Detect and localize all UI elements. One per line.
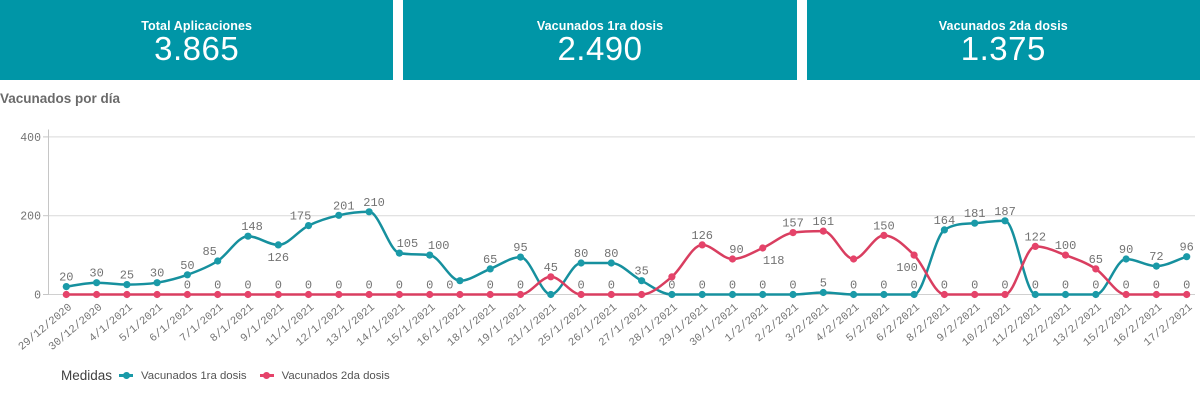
svg-text:20: 20 [59,271,73,285]
svg-text:100: 100 [1055,239,1077,253]
svg-text:150: 150 [873,219,895,233]
svg-text:0: 0 [396,279,403,293]
svg-text:0: 0 [1183,279,1190,293]
svg-text:30: 30 [89,267,103,281]
svg-text:126: 126 [691,229,713,243]
svg-text:0: 0 [446,279,453,293]
svg-text:100: 100 [428,239,450,253]
svg-text:0: 0 [275,279,282,293]
svg-text:0: 0 [608,279,615,293]
svg-text:0: 0 [971,279,978,293]
svg-text:5: 5 [820,277,827,291]
svg-text:95: 95 [513,241,527,255]
svg-text:0: 0 [910,279,917,293]
svg-text:122: 122 [1024,230,1046,244]
svg-text:126: 126 [267,251,289,265]
svg-text:0: 0 [365,279,372,293]
svg-text:96: 96 [1179,241,1193,255]
svg-text:157: 157 [782,217,804,231]
svg-text:0: 0 [34,289,41,302]
svg-text:80: 80 [574,247,588,261]
svg-text:0: 0 [789,279,796,293]
svg-text:30: 30 [150,267,164,281]
svg-text:105: 105 [397,237,419,251]
svg-text:25: 25 [120,269,134,283]
svg-text:118: 118 [763,254,785,268]
svg-text:45: 45 [544,261,558,275]
svg-text:201: 201 [333,199,355,213]
svg-text:65: 65 [483,253,497,267]
svg-text:210: 210 [363,196,385,210]
svg-text:0: 0 [1122,279,1129,293]
svg-text:90: 90 [1119,243,1133,257]
svg-text:187: 187 [994,205,1016,219]
svg-text:0: 0 [1153,279,1160,293]
svg-text:0: 0 [517,279,524,293]
svg-text:50: 50 [180,259,194,273]
svg-text:0: 0 [487,279,494,293]
svg-text:175: 175 [290,210,312,224]
svg-text:0: 0 [244,279,251,293]
svg-text:85: 85 [202,245,216,259]
svg-text:0: 0 [729,279,736,293]
svg-text:181: 181 [964,207,986,221]
svg-text:35: 35 [634,265,648,279]
svg-text:0: 0 [1032,279,1039,293]
svg-text:0: 0 [577,279,584,293]
svg-text:90: 90 [729,243,743,257]
svg-text:100: 100 [896,261,918,275]
svg-text:0: 0 [305,279,312,293]
svg-text:0: 0 [880,279,887,293]
svg-text:0: 0 [335,279,342,293]
svg-text:65: 65 [1089,253,1103,267]
svg-text:0: 0 [759,279,766,293]
svg-text:0: 0 [214,279,221,293]
svg-text:0: 0 [1001,279,1008,293]
svg-text:0: 0 [184,279,191,293]
svg-text:0: 0 [699,279,706,293]
svg-text:161: 161 [812,215,834,229]
svg-text:400: 400 [20,132,41,145]
svg-text:80: 80 [604,247,618,261]
svg-text:0: 0 [941,279,948,293]
svg-text:0: 0 [426,279,433,293]
svg-text:0: 0 [850,279,857,293]
svg-text:164: 164 [934,214,956,228]
svg-text:0: 0 [668,279,675,293]
svg-text:148: 148 [241,220,263,234]
svg-text:72: 72 [1149,250,1163,264]
svg-text:0: 0 [1092,279,1099,293]
svg-text:0: 0 [1062,279,1069,293]
svg-text:200: 200 [20,211,41,224]
